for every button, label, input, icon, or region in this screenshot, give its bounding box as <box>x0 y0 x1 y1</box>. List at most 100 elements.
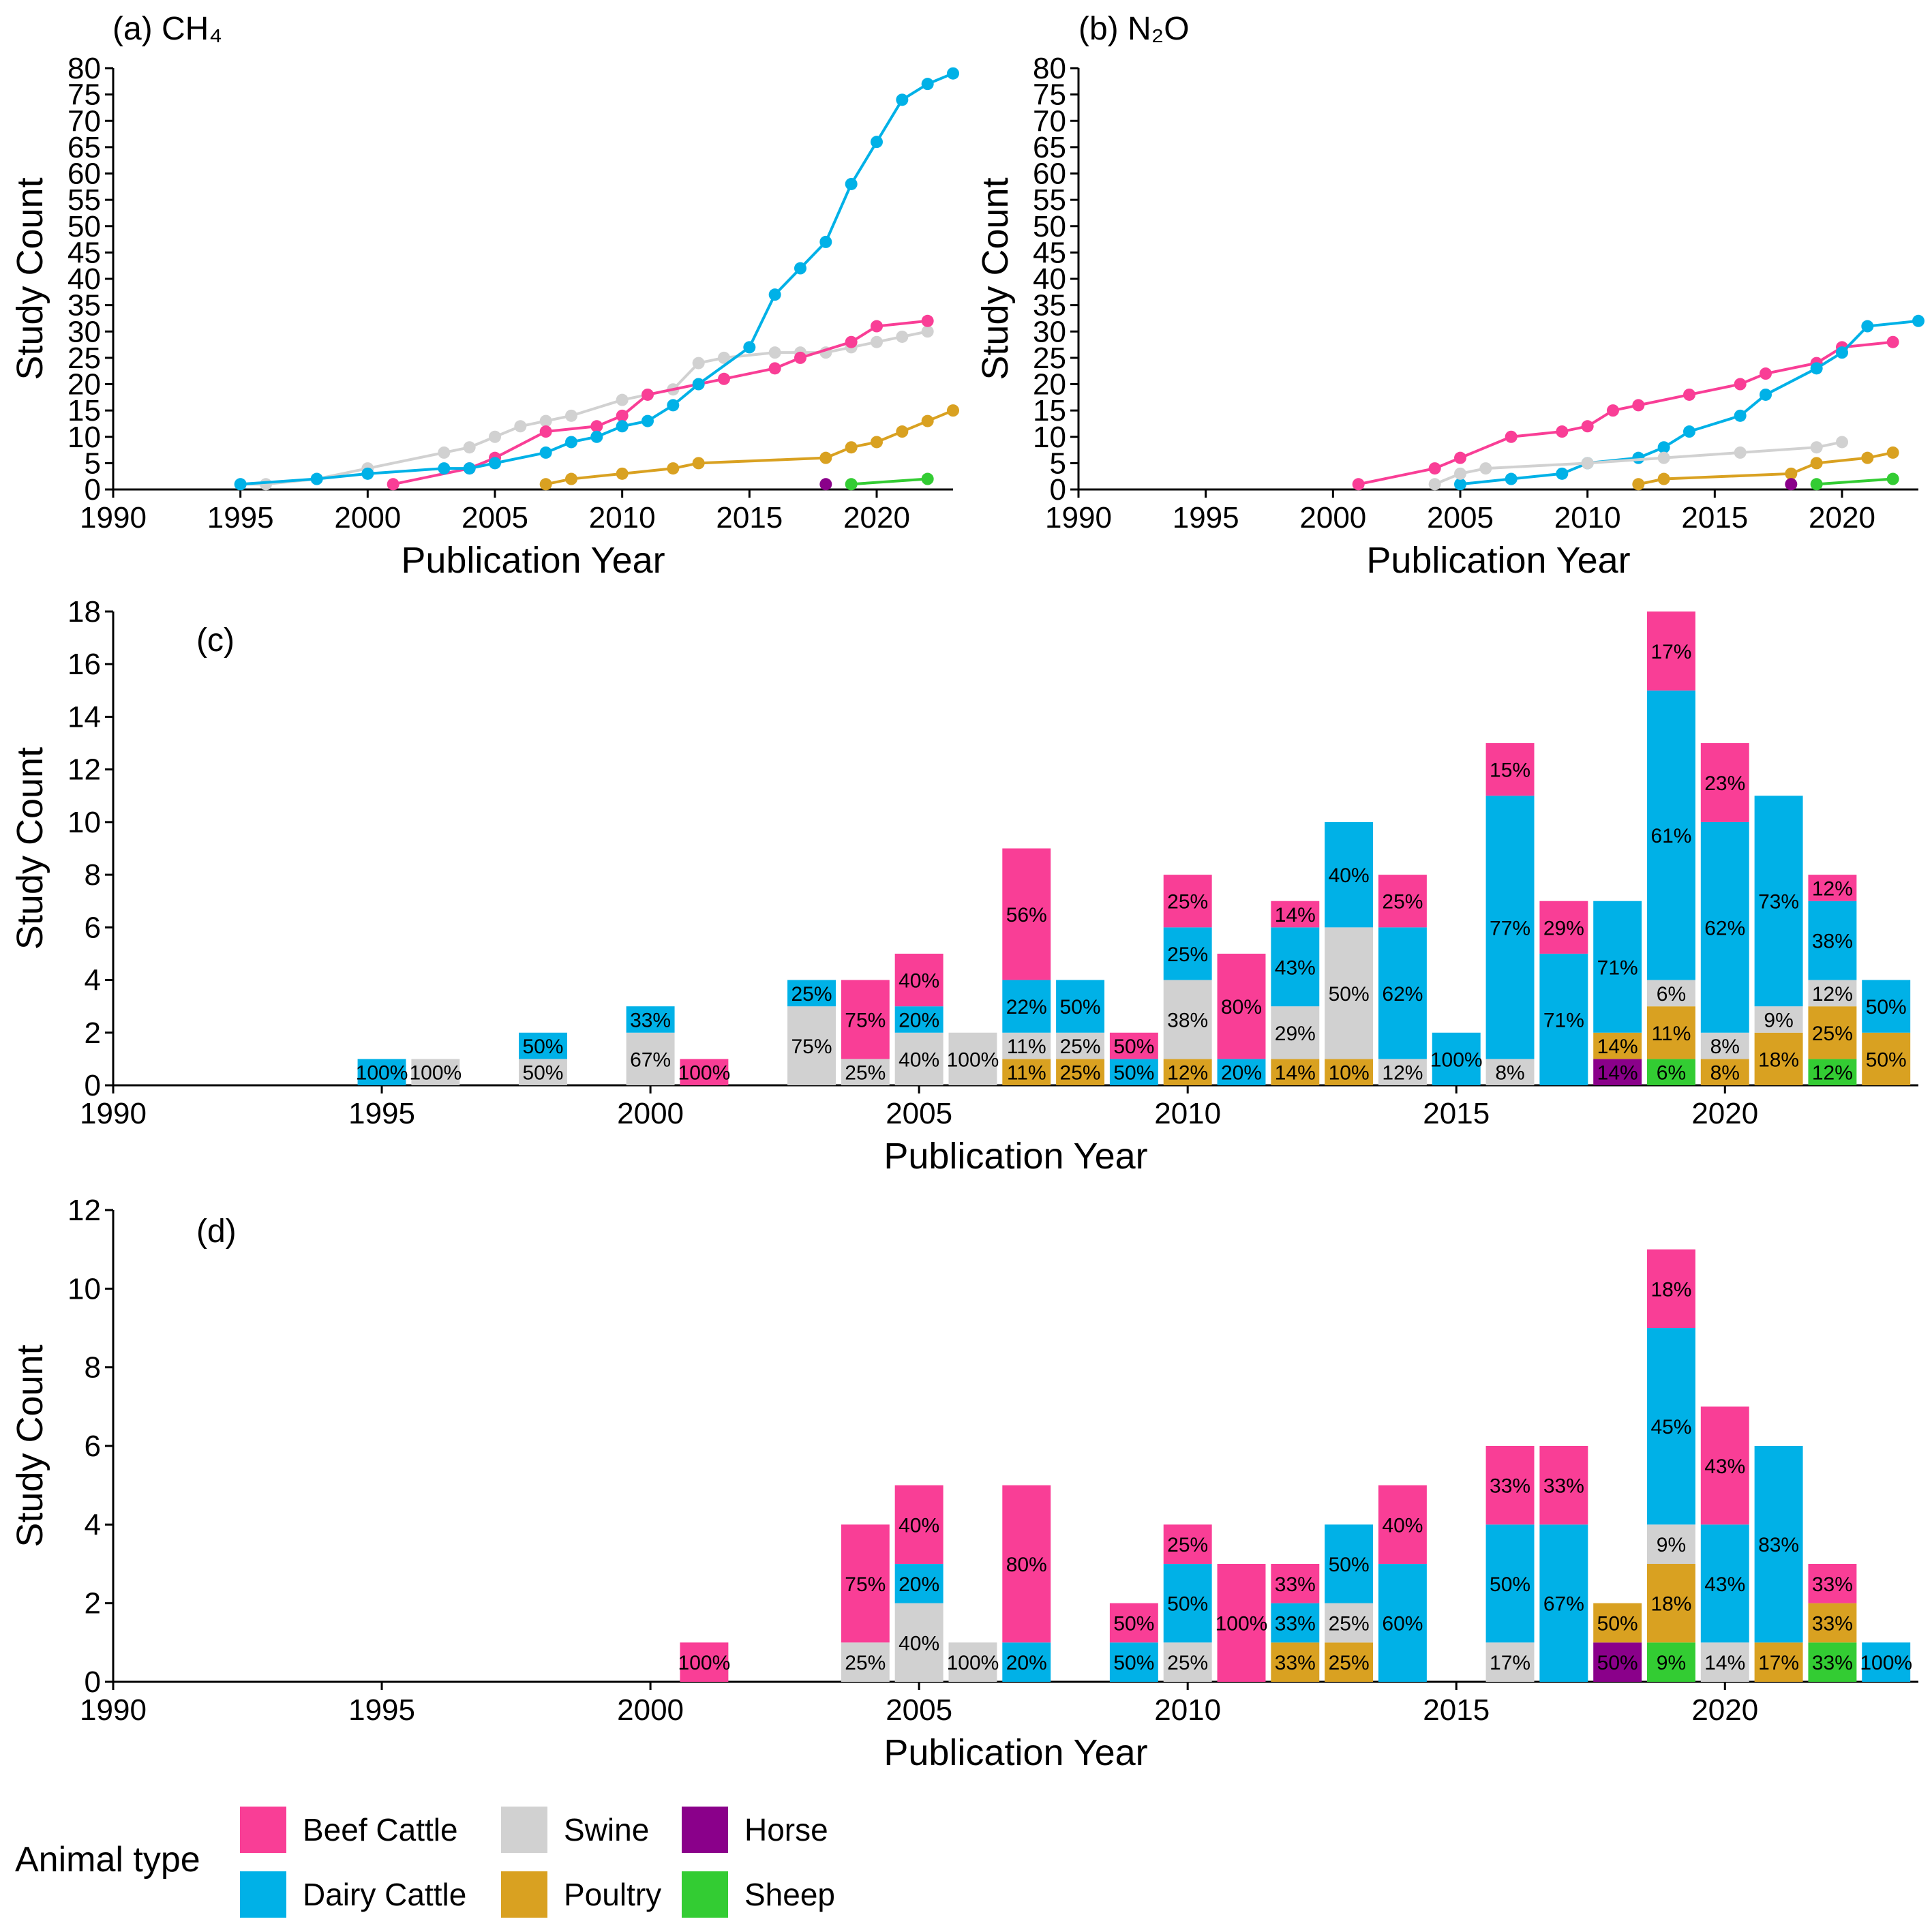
bar-segment-label: 40% <box>899 1048 939 1071</box>
bar-segment-label: 100% <box>356 1062 408 1085</box>
data-point-dairy-cattle <box>692 378 705 391</box>
data-point-beef-cattle <box>1760 367 1772 380</box>
bar-segment-poultry <box>1271 1059 1320 1085</box>
y-tick-label: 80 <box>67 52 101 85</box>
series-line-sheep <box>851 477 928 486</box>
bar-segment-horse <box>1593 1059 1642 1085</box>
bar-segment-beef-cattle <box>1002 848 1051 980</box>
bar-segment-beef-cattle <box>1378 875 1427 928</box>
data-point-poultry <box>1886 446 1899 459</box>
data-point-swine <box>1734 446 1747 459</box>
series-line-sheep <box>1816 477 1893 486</box>
bar-segment-swine <box>948 1032 997 1085</box>
y-tick-label: 10 <box>67 806 101 839</box>
bar-segment-label: 14% <box>1275 904 1316 926</box>
bar-segment-poultry <box>1754 1032 1803 1085</box>
x-axis-title: Publication Year <box>884 1732 1147 1773</box>
data-point-dairy-cattle <box>1912 314 1925 327</box>
y-tick-label: 60 <box>1033 157 1066 191</box>
data-point-beef-cattle <box>1734 378 1747 391</box>
bar-segment-dairy-cattle <box>1432 1032 1481 1085</box>
bar-2009: 50%50% <box>1109 1032 1158 1085</box>
bar-segment-label: 25% <box>845 1062 886 1085</box>
bar-segment-label: 9% <box>1764 1009 1793 1031</box>
bar-segment-label: 75% <box>845 1573 886 1596</box>
data-point-dairy-cattle <box>1556 467 1569 480</box>
data-point-beef-cattle <box>794 351 806 364</box>
data-point-swine <box>260 478 272 491</box>
series-horse <box>819 478 832 491</box>
bar-segment-label: 25% <box>1329 1613 1370 1635</box>
x-tick-label: 2005 <box>886 1097 952 1130</box>
bar-segment-label: 33% <box>1275 1573 1316 1596</box>
bar-segment-label: 50% <box>1490 1573 1530 1596</box>
data-point-beef-cattle <box>387 478 399 491</box>
x-tick-label: 2015 <box>1423 1097 1490 1130</box>
bar-segment-dairy-cattle <box>1700 821 1749 1033</box>
y-tick-label: 18 <box>67 595 101 629</box>
x-tick-label: 1990 <box>80 1097 147 1130</box>
legend-label-beef-cattle: Beef Cattle <box>303 1812 458 1847</box>
y-tick-label: 55 <box>1033 183 1066 217</box>
y-tick-label: 30 <box>67 315 101 348</box>
panel-label: (a) CH₄ <box>112 11 222 47</box>
data-point-poultry <box>1657 472 1670 485</box>
y-tick-label: 16 <box>67 648 101 681</box>
bar-segment-label: 100% <box>947 1652 999 1674</box>
bar-segment-label: 11% <box>1007 1036 1046 1058</box>
bar-segment-label: 33% <box>1275 1652 1316 1674</box>
bar-segment-label: 40% <box>899 1632 939 1655</box>
bar-segment-swine <box>1002 1032 1051 1059</box>
y-tick-label: 60 <box>67 157 101 191</box>
bar-segment-sheep <box>1808 1059 1857 1085</box>
x-tick-label: 1995 <box>348 1097 415 1130</box>
bar-segment-dairy-cattle <box>519 1032 567 1059</box>
bar-segment-label: 75% <box>845 1009 886 1031</box>
bar-segment-poultry <box>1002 1059 1051 1085</box>
bar-segment-dairy-cattle <box>1109 1059 1158 1085</box>
data-point-swine <box>438 446 451 459</box>
bar-segment-label: 14% <box>1704 1652 1745 1674</box>
bar-segment-label: 50% <box>1329 1554 1370 1576</box>
data-point-sheep <box>1886 472 1899 485</box>
bar-segment-label: 12% <box>1812 983 1853 1006</box>
bar-segment-poultry <box>1647 1006 1695 1059</box>
bar-2011: 20% 80% <box>1217 953 1266 1085</box>
bar-segment-label: 38% <box>1167 1009 1208 1031</box>
x-tick-label: 2000 <box>617 1097 684 1130</box>
bar-segment-label: 23% <box>1704 772 1745 795</box>
bar-segment-dairy-cattle <box>1163 1564 1212 1643</box>
bar-segment-label: 12% <box>1812 877 1853 900</box>
x-tick-label: 2020 <box>1691 1693 1758 1727</box>
bar-segment-beef-cattle <box>680 1059 729 1085</box>
bar-segment-dairy-cattle <box>1163 927 1212 980</box>
bar-segment-dairy-cattle <box>357 1059 406 1085</box>
data-point-horse <box>819 478 832 491</box>
bar-segment-label: 50% <box>1060 996 1101 1018</box>
bar-segment-label: 50% <box>1113 1036 1154 1058</box>
x-tick-label: 2010 <box>589 501 656 534</box>
bar-segment-label: 6% <box>1657 983 1686 1006</box>
bar-2005: 40% 20% 40% <box>894 1485 944 1682</box>
bar-2015: 100% <box>1430 1032 1483 1085</box>
bar-segment-label: 14% <box>1597 1036 1638 1058</box>
y-tick-label: 12 <box>67 1194 101 1227</box>
x-tick-label: 2015 <box>1423 1693 1490 1727</box>
bar-2005: 40% 20% 40% <box>894 953 944 1085</box>
bar-segment-dairy-cattle <box>1754 1446 1803 1643</box>
y-tick-label: 15 <box>1033 394 1066 427</box>
legend-item-beef-cattle: Beef Cattle <box>240 1807 458 1853</box>
bar-segment-swine <box>1647 980 1695 1007</box>
legend-label-horse: Horse <box>744 1812 828 1847</box>
bar-segment-swine <box>1754 1006 1803 1033</box>
bar-segment-dairy-cattle <box>1056 980 1105 1033</box>
bar-segment-dairy-cattle <box>787 980 836 1007</box>
y-tick-label: 10 <box>1033 421 1066 454</box>
bar-segment-label: 17% <box>1758 1652 1799 1674</box>
bar-segment-swine <box>1163 980 1212 1059</box>
data-point-dairy-cattle <box>743 341 756 354</box>
bar-segment-label: 25% <box>1382 891 1423 914</box>
bar-segment-label: 50% <box>1113 1652 1154 1674</box>
bar-segment-dairy-cattle <box>1325 1524 1374 1603</box>
